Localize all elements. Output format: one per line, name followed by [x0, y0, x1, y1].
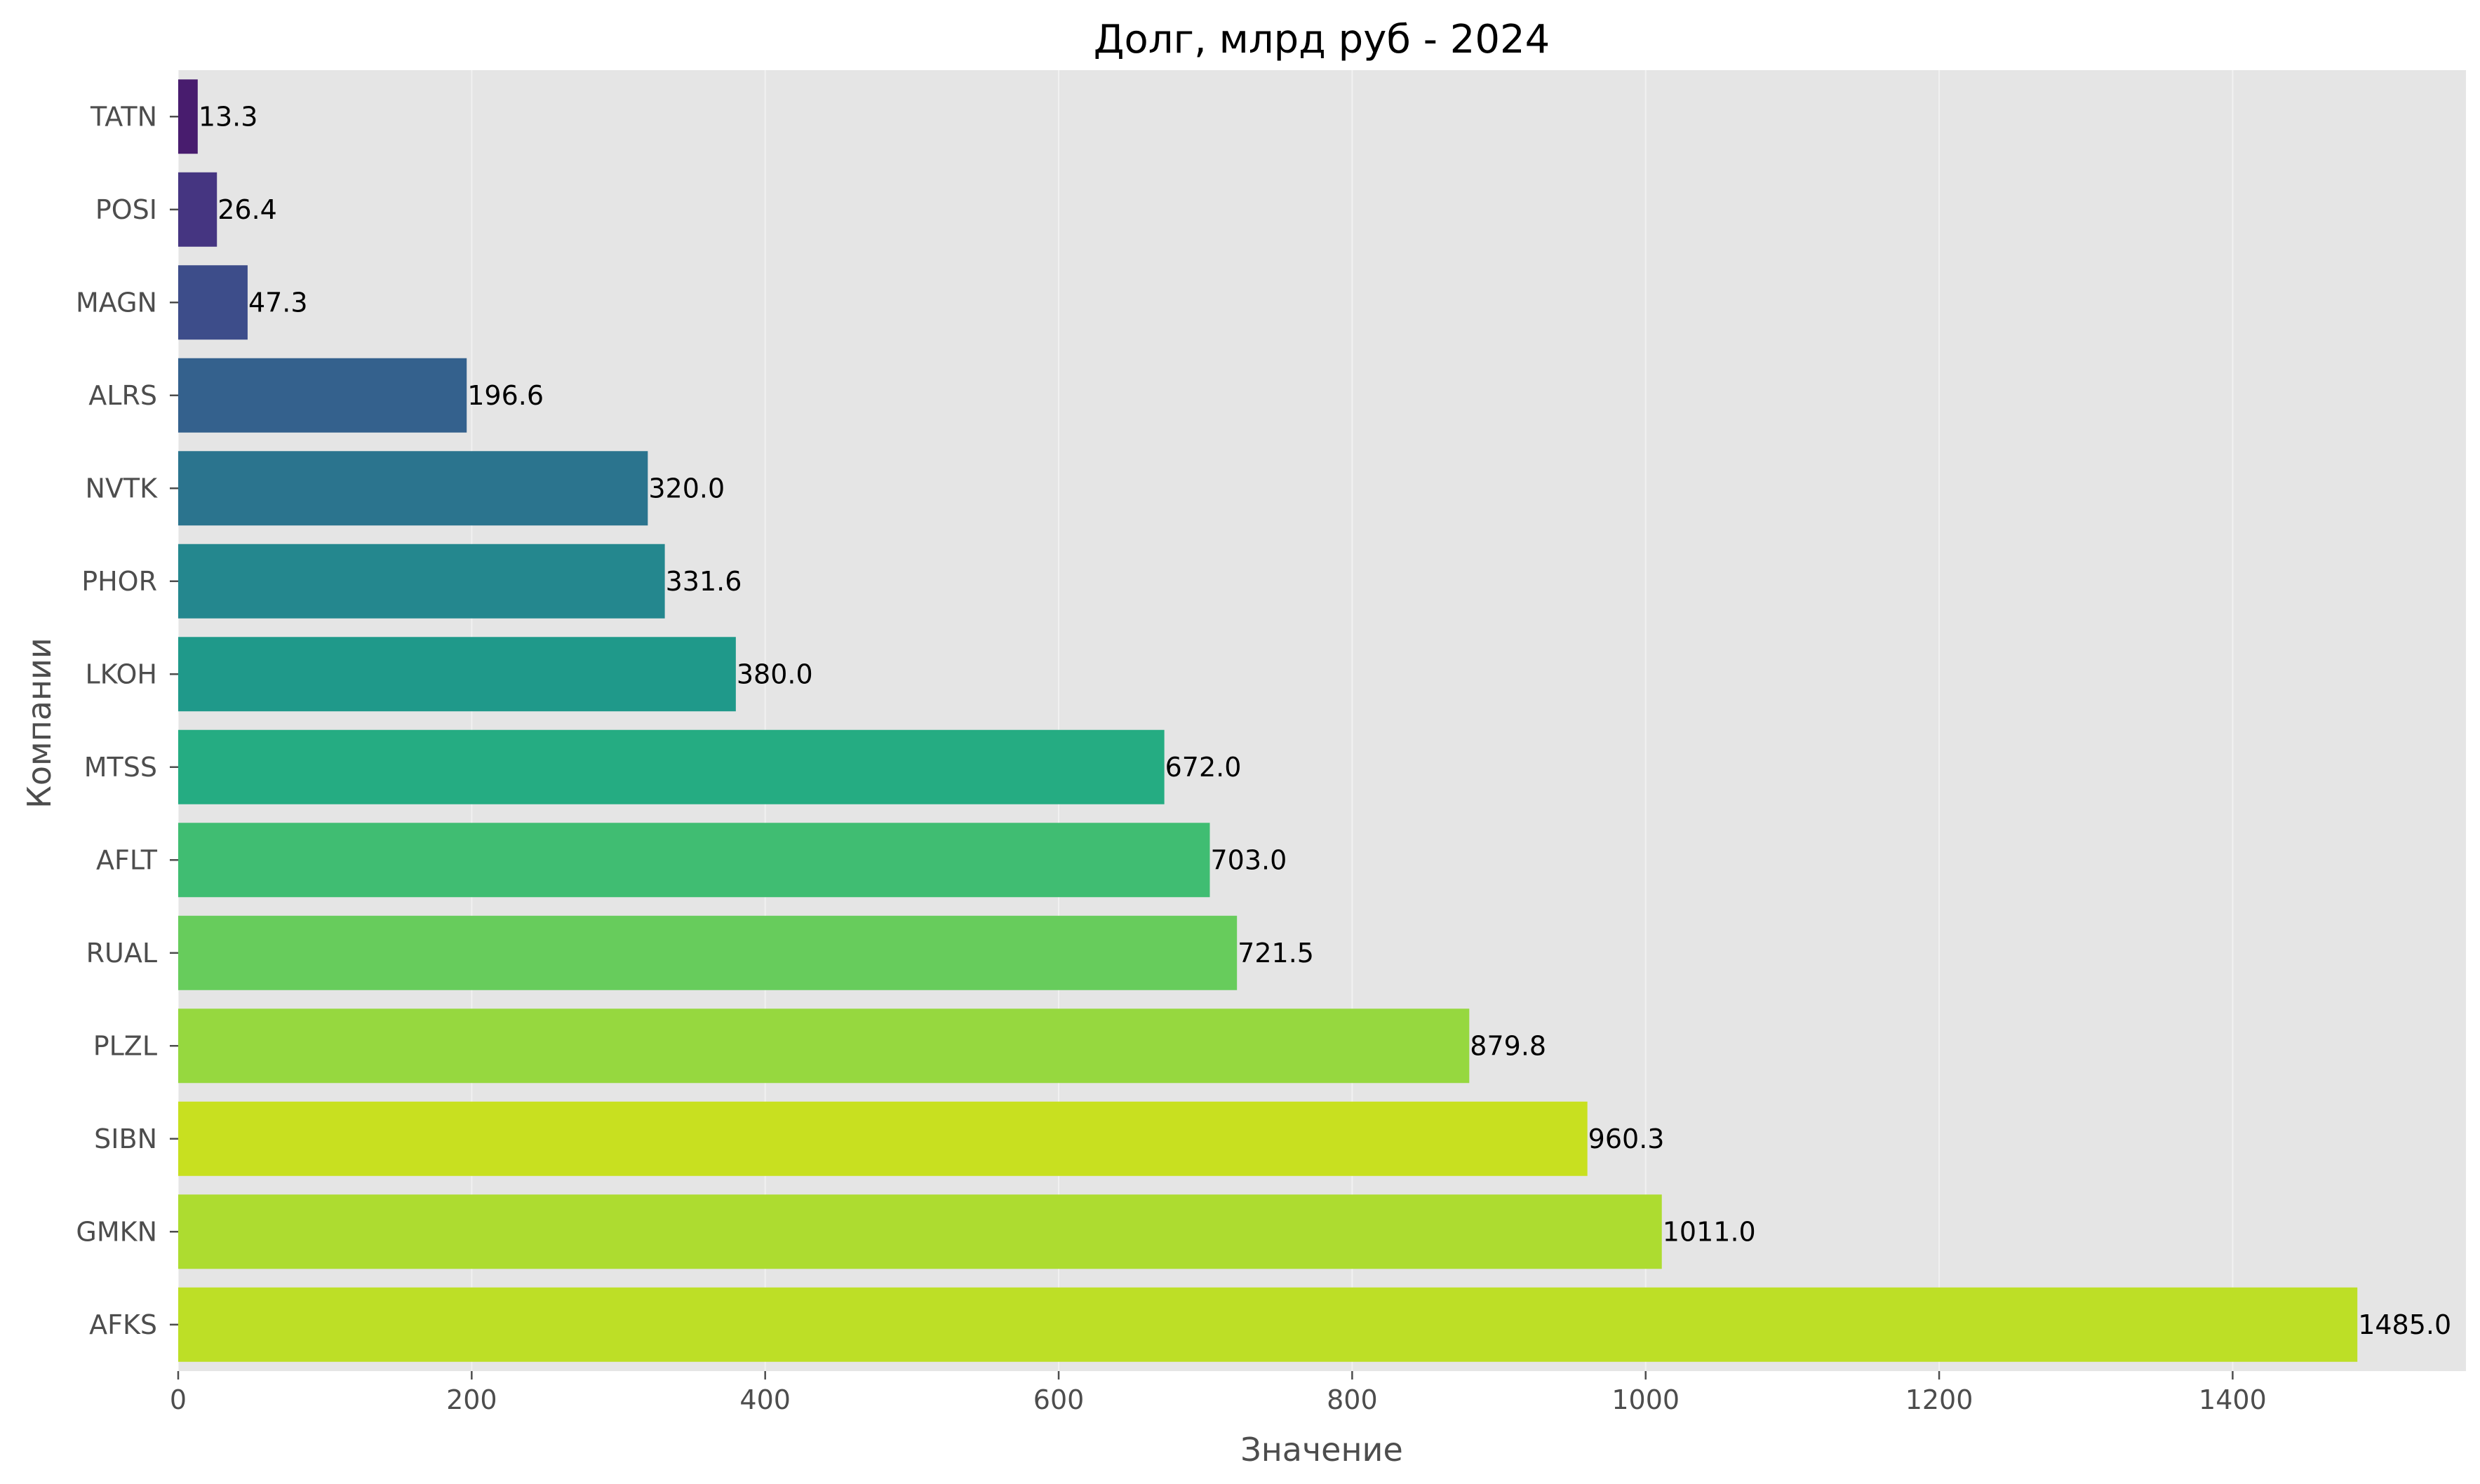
- bar-phor: [178, 544, 665, 619]
- x-tick-label: 200: [446, 1384, 497, 1415]
- x-tick-label: 0: [170, 1384, 187, 1415]
- value-label-aflt: 703.0: [1210, 844, 1287, 875]
- value-label-alrs: 196.6: [467, 380, 544, 411]
- bars: [178, 79, 2358, 1362]
- y-axis: TATN POSI MAGN ALRS NVTK PHOR LKOH MTSS AFLT RUAL…: [76, 101, 178, 1340]
- y-tick-label-magn: MAGN: [76, 287, 157, 318]
- bar-sibn: [178, 1101, 1588, 1176]
- x-tick-label: 400: [739, 1384, 791, 1415]
- y-tick-label-sibn: SIBN: [94, 1124, 157, 1154]
- y-tick-label-nvtk: NVTK: [85, 473, 158, 504]
- y-tick-label-aflt: AFLT: [96, 844, 158, 875]
- y-tick-label-plzl: PLZL: [93, 1030, 157, 1061]
- value-label-magn: 47.3: [248, 287, 308, 318]
- x-tick-label: 1000: [1611, 1384, 1680, 1415]
- value-label-tatn: 13.3: [199, 101, 258, 132]
- bar-plzl: [178, 1009, 1470, 1084]
- bar-alrs: [178, 358, 467, 433]
- bar-tatn: [178, 79, 198, 154]
- bar-lkoh: [178, 637, 736, 712]
- y-tick-label-rual: RUAL: [86, 938, 157, 969]
- bar-rual: [178, 915, 1238, 990]
- y-tick-label-phor: PHOR: [81, 566, 157, 597]
- value-label-gmkn: 1011.0: [1663, 1216, 1756, 1247]
- value-label-rual: 721.5: [1238, 938, 1314, 969]
- value-label-plzl: 879.8: [1470, 1030, 1546, 1061]
- x-tick-label: 800: [1327, 1384, 1378, 1415]
- y-tick-label-posi: POSI: [95, 194, 157, 225]
- x-tick-label: 1400: [2199, 1384, 2267, 1415]
- value-label-lkoh: 380.0: [737, 659, 813, 689]
- x-axis: 0 200 400 600 800 1000 1200 1400: [170, 1371, 2267, 1415]
- y-tick-label-afks: AFKS: [89, 1309, 157, 1340]
- bar-magn: [178, 265, 248, 340]
- y-tick-label-tatn: TATN: [90, 101, 157, 132]
- value-label-afks: 1485.0: [2358, 1309, 2451, 1340]
- y-tick-label-gmkn: GMKN: [76, 1216, 157, 1247]
- bar-nvtk: [178, 451, 648, 526]
- value-label-posi: 26.4: [217, 194, 277, 225]
- x-tick-label: 1200: [1905, 1384, 1973, 1415]
- bar-aflt: [178, 823, 1210, 898]
- y-tick-label-lkoh: LKOH: [86, 659, 158, 689]
- value-label-mtss: 672.0: [1165, 752, 1242, 783]
- y-tick-label-alrs: ALRS: [88, 380, 157, 411]
- bar-mtss: [178, 729, 1165, 804]
- x-axis-label: Значение: [1240, 1431, 1403, 1469]
- bar-gmkn: [178, 1194, 1662, 1269]
- x-tick-label: 600: [1033, 1384, 1085, 1415]
- bar-afks: [178, 1287, 2358, 1362]
- bar-posi: [178, 172, 217, 247]
- value-labels: 13.3 26.4 47.3 196.6 320.0 331.6 380.0 672.0 703…: [199, 101, 2451, 1340]
- value-label-sibn: 960.3: [1588, 1124, 1665, 1154]
- y-axis-label: Компании: [20, 638, 58, 809]
- chart-title: Долг, млрд руб - 2024: [1094, 17, 1550, 62]
- y-tick-label-mtss: MTSS: [84, 752, 157, 783]
- value-label-phor: 331.6: [666, 566, 742, 597]
- value-label-nvtk: 320.0: [648, 473, 725, 504]
